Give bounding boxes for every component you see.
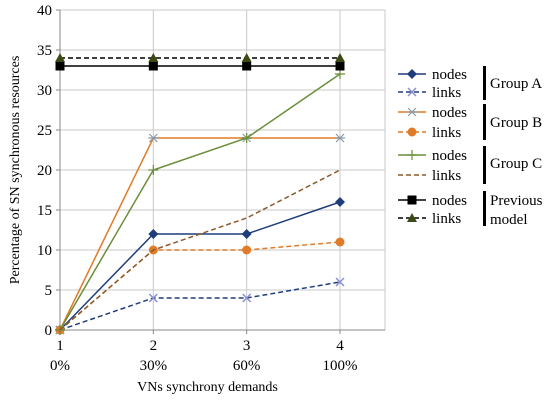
series-line <box>59 281 341 331</box>
legend-label: links <box>432 211 461 227</box>
legend-marker <box>407 195 417 205</box>
legend-label: nodes <box>432 193 467 209</box>
legend-group-label: Group C <box>490 156 542 172</box>
legend-marker <box>407 213 417 222</box>
series-line <box>59 241 341 331</box>
legend-group-label: Previous model <box>490 193 543 228</box>
data-point <box>55 61 65 71</box>
data-point <box>148 165 159 175</box>
legend-label: links <box>432 168 461 184</box>
series-line <box>59 169 341 331</box>
data-point <box>241 133 252 143</box>
series-previous-model-nodes <box>55 61 345 71</box>
x-tick-sublabel: 30% <box>140 358 168 374</box>
y-tick-label: 0 <box>45 323 53 339</box>
legend-group-bracket <box>483 146 486 184</box>
data-point <box>148 61 158 71</box>
y-tick-label: 25 <box>37 123 52 139</box>
data-point <box>241 229 252 239</box>
legend-label: nodes <box>432 148 467 164</box>
legend-label: nodes <box>432 67 467 83</box>
legend-entry: links <box>398 168 461 184</box>
x-tick-sublabel: 100% <box>323 358 358 374</box>
legend-group-bracket <box>483 66 486 100</box>
data-point <box>335 197 345 207</box>
data-point <box>242 293 252 303</box>
y-tick-label: 35 <box>37 43 52 59</box>
series-group-c-links <box>59 169 341 331</box>
legend-entry: links <box>398 85 461 101</box>
data-point <box>148 133 159 143</box>
legend-marker <box>407 127 417 137</box>
x-tick-label: 3 <box>243 338 251 354</box>
data-point <box>335 237 345 247</box>
x-tick-label: 2 <box>150 338 158 354</box>
series-layer <box>55 53 345 335</box>
tick-labels: 0 5 10 15 20 25 30 35 40 1 0% 2 30% 3 60% 4 100% <box>37 3 358 374</box>
legend-entry: nodes <box>398 193 467 209</box>
y-tick-label: 5 <box>45 283 53 299</box>
data-point <box>335 133 345 143</box>
data-point <box>55 53 65 62</box>
x-tick-label: 4 <box>336 338 344 354</box>
series-group-a-nodes <box>55 197 345 335</box>
legend-group-label: Group A <box>490 76 542 92</box>
legend-label: links <box>432 85 461 101</box>
data-point <box>242 245 252 255</box>
legend-marker <box>407 107 417 117</box>
legend-entry: nodes <box>398 148 467 164</box>
series-line <box>59 137 340 331</box>
series-line <box>59 201 341 331</box>
legend-entry: nodes <box>398 67 467 83</box>
x-tick-sublabel: 60% <box>233 358 261 374</box>
data-point <box>148 229 159 239</box>
data-point <box>335 277 345 287</box>
legend-label: links <box>432 125 461 141</box>
legend-entry: links <box>398 211 461 227</box>
data-point <box>335 53 345 62</box>
y-axis-label: Percentage of SN synchronous resources <box>8 56 23 285</box>
y-tick-label: 15 <box>37 203 52 219</box>
series-line <box>59 73 341 331</box>
y-tick-label: 20 <box>37 163 52 179</box>
legend-group-bracket <box>483 104 486 140</box>
legend-marker <box>407 150 417 160</box>
legend-label: nodes <box>432 105 467 121</box>
series-group-c-nodes <box>55 69 345 335</box>
x-tick-sublabel: 0% <box>50 358 70 374</box>
legend-marker <box>407 69 417 79</box>
data-point <box>335 69 345 79</box>
x-tick-label: 1 <box>56 338 64 354</box>
series-group-a-links <box>55 277 345 335</box>
series-previous-model-links <box>55 53 345 62</box>
y-tick-label: 40 <box>37 3 52 19</box>
x-axis-label: VNs synchrony demands <box>137 380 278 395</box>
legend-marker <box>407 87 417 97</box>
data-point <box>242 61 252 71</box>
legend-group-bracket <box>483 191 486 226</box>
y-tick-label: 30 <box>37 83 52 99</box>
legend-entry: nodes <box>398 105 467 121</box>
data-point <box>335 61 345 71</box>
legend-group-label: Group B <box>490 115 542 131</box>
data-point <box>241 53 252 62</box>
data-point <box>148 293 158 303</box>
legend-entry: links <box>398 125 461 141</box>
series-group-b-links <box>55 237 345 335</box>
legend: nodes links nodes links nodes links nodes links… <box>398 66 543 228</box>
y-tick-label: 10 <box>37 243 52 259</box>
data-point <box>148 53 159 62</box>
